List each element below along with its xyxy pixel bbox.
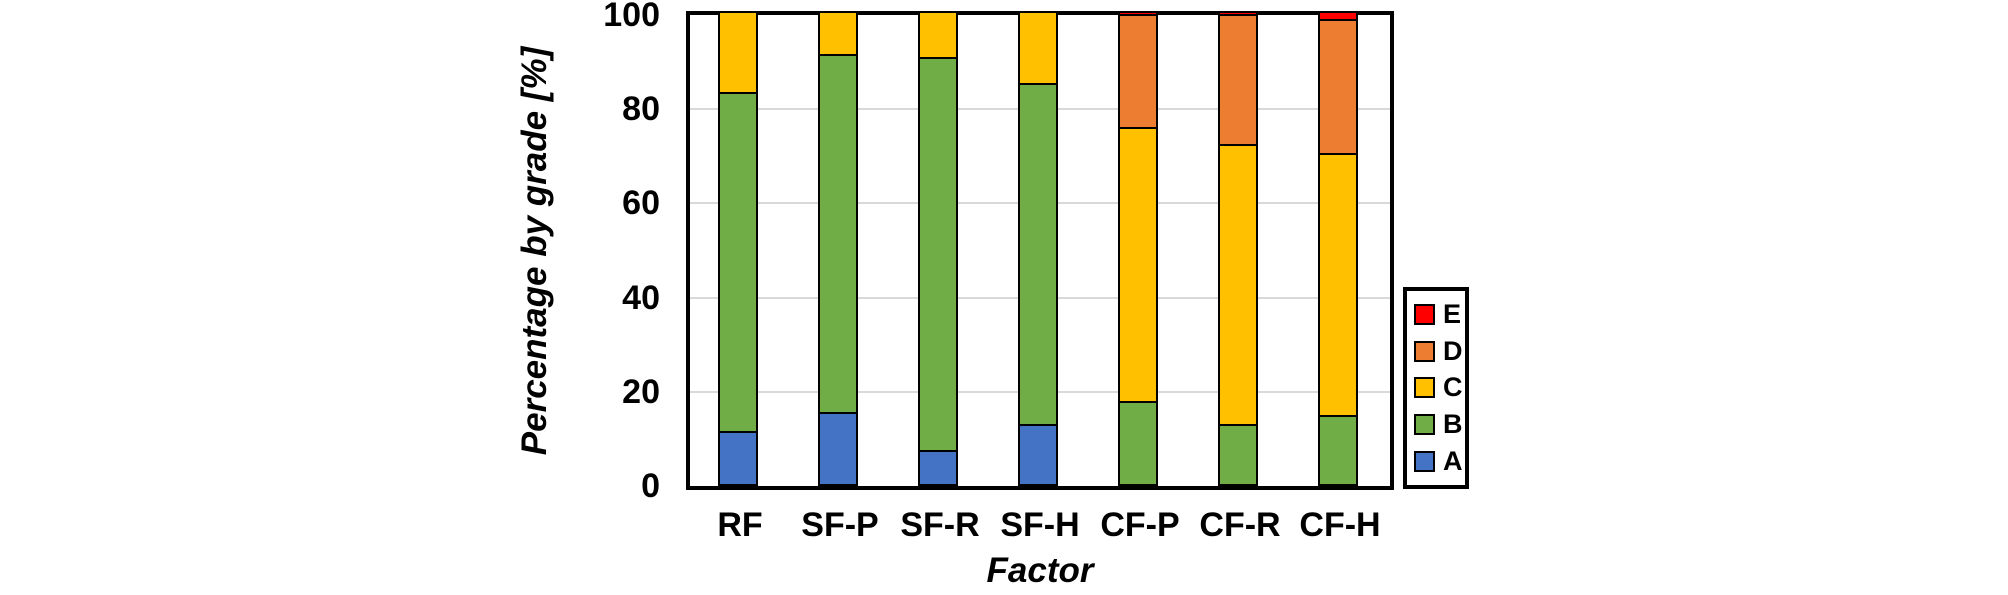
bar-segment-C-SF-R xyxy=(920,13,956,58)
legend-label-E: E xyxy=(1443,298,1462,329)
bar-segment-C-SF-P xyxy=(820,13,856,56)
segment-divider xyxy=(1020,424,1056,427)
segment-divider xyxy=(920,450,956,453)
segment-divider xyxy=(1320,414,1356,417)
segment-divider xyxy=(1120,14,1156,17)
bar-segment-E-CF-H xyxy=(1320,13,1356,21)
x-label-CF-H: CF-H xyxy=(1299,506,1381,544)
legend-item-E: E xyxy=(1414,298,1465,329)
segment-divider xyxy=(1020,82,1056,85)
y-tick-label-40: 40 xyxy=(622,278,660,317)
segment-divider xyxy=(1220,143,1256,146)
bar-segment-B-SF-R xyxy=(920,57,956,452)
bar-segment-A-SF-P xyxy=(820,413,856,484)
bar-segment-C-RF xyxy=(720,13,756,94)
segment-divider xyxy=(1120,127,1156,130)
legend-swatch-C xyxy=(1414,377,1435,399)
x-label-CF-P: CF-P xyxy=(1100,506,1180,544)
legend-label-A: A xyxy=(1443,446,1463,477)
legend-swatch-D xyxy=(1414,340,1435,362)
bar-segment-D-CF-R xyxy=(1220,15,1256,145)
segment-divider xyxy=(1220,14,1256,17)
bar-segment-C-CF-P xyxy=(1120,128,1156,402)
legend-item-A: A xyxy=(1414,448,1465,475)
y-tick-label-20: 20 xyxy=(622,372,660,411)
bar-segment-B-RF xyxy=(720,93,756,433)
plot-area xyxy=(686,11,1394,490)
bar-segment-C-CF-H xyxy=(1320,154,1356,416)
bar-segment-B-SF-P xyxy=(820,55,856,414)
legend-label-C: C xyxy=(1443,372,1463,403)
bar-segment-B-SF-H xyxy=(1020,83,1056,426)
x-label-RF: RF xyxy=(717,506,763,544)
bar-segment-C-CF-R xyxy=(1220,144,1256,426)
legend-label-B: B xyxy=(1443,409,1463,440)
bar-segment-B-CF-P xyxy=(1120,401,1156,484)
legend-item-C: C xyxy=(1414,374,1465,401)
legend-swatch-A xyxy=(1414,451,1435,473)
segment-divider xyxy=(720,431,756,434)
bar-segment-A-SF-R xyxy=(920,451,956,484)
bar-CF-R xyxy=(1218,13,1258,486)
segment-divider xyxy=(820,412,856,415)
bar-SF-H xyxy=(1018,13,1058,486)
bar-CF-P xyxy=(1118,13,1158,486)
legend-item-D: D xyxy=(1414,335,1465,366)
y-tick-label-100: 100 xyxy=(603,0,660,34)
bar-segment-D-CF-H xyxy=(1320,20,1356,155)
bar-segment-B-CF-R xyxy=(1220,425,1256,484)
segment-divider xyxy=(1320,153,1356,156)
x-label-CF-R: CF-R xyxy=(1199,506,1281,544)
bar-SF-R xyxy=(918,13,958,486)
legend-item-B: B xyxy=(1414,411,1465,438)
y-tick-label-80: 80 xyxy=(622,90,660,129)
legend-label-D: D xyxy=(1443,335,1463,366)
x-label-SF-R: SF-R xyxy=(900,506,980,544)
y-tick-label-0: 0 xyxy=(641,467,660,505)
y-axis-title: Percentage by grade [%] xyxy=(492,11,578,490)
segment-divider xyxy=(1220,424,1256,427)
bar-CF-H xyxy=(1318,13,1358,486)
bar-segment-E-CF-R xyxy=(1220,13,1256,16)
bar-SF-P xyxy=(818,13,858,486)
segment-divider xyxy=(720,92,756,95)
segment-divider xyxy=(1320,19,1356,22)
x-label-SF-H: SF-H xyxy=(1000,506,1080,544)
bar-RF xyxy=(718,13,758,486)
segment-divider xyxy=(820,54,856,57)
legend-swatch-B xyxy=(1414,414,1435,436)
bar-segment-C-SF-H xyxy=(1020,13,1056,84)
bar-segment-B-CF-H xyxy=(1320,415,1356,484)
y-tick-label-60: 60 xyxy=(622,184,660,223)
bar-segment-E-CF-P xyxy=(1120,13,1156,16)
bar-segment-A-SF-H xyxy=(1020,425,1056,484)
x-axis-title: Factor xyxy=(986,551,1094,590)
segment-divider xyxy=(1120,400,1156,403)
segment-divider xyxy=(920,56,956,59)
x-label-SF-P: SF-P xyxy=(801,506,879,544)
bar-segment-A-RF xyxy=(720,432,756,484)
legend-swatch-E xyxy=(1414,303,1435,325)
bar-segment-D-CF-P xyxy=(1120,15,1156,129)
